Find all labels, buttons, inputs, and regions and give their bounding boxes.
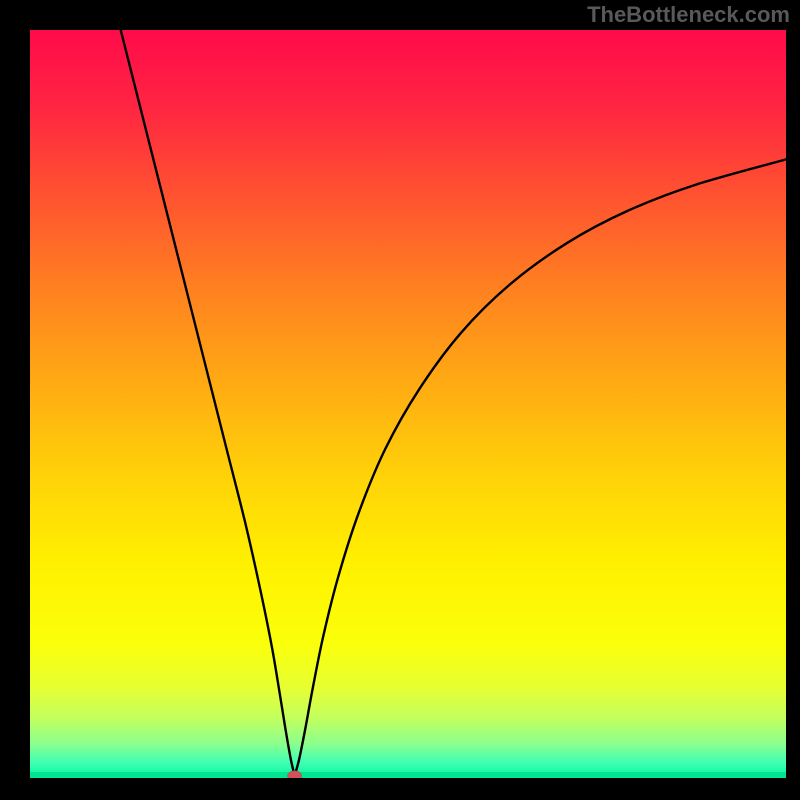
curve-left-branch — [121, 30, 295, 776]
curve-layer — [0, 0, 800, 800]
curve-right-branch — [295, 159, 786, 775]
minimum-marker — [288, 771, 302, 781]
chart-frame: TheBottleneck.com — [0, 0, 800, 800]
watermark-text: TheBottleneck.com — [587, 2, 790, 28]
